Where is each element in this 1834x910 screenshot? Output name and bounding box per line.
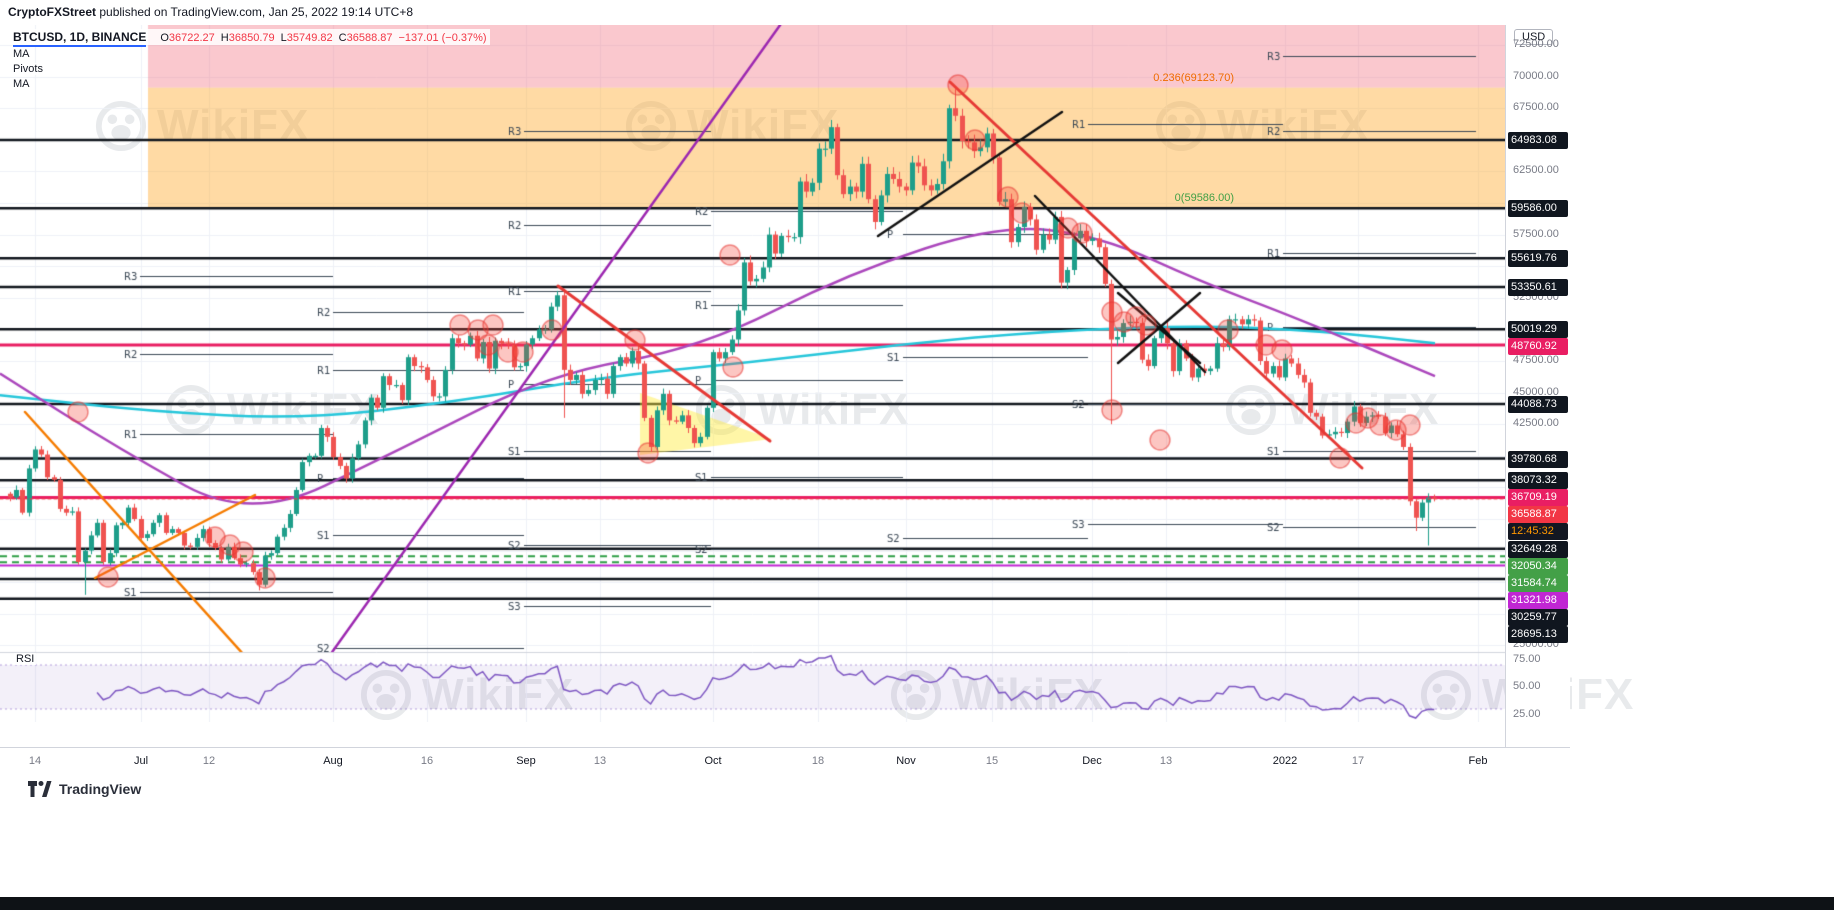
low-label: L — [280, 32, 287, 44]
price-tick: 57500.00 — [1513, 227, 1559, 240]
publish-info-text: CryptoFXStreet published on TradingView.… — [8, 5, 413, 19]
time-label: 18 — [811, 755, 825, 767]
fib-0-label: 0(59586.00) — [1174, 192, 1234, 205]
countdown-tag: 12:45:32 — [1508, 523, 1568, 541]
time-label: Sep — [516, 755, 536, 767]
price-tick: 70000.00 — [1513, 69, 1559, 82]
price-tag: 38073.32 — [1508, 472, 1568, 490]
time-label: Aug — [323, 755, 343, 767]
price-tag: 59586.00 — [1508, 200, 1568, 218]
price-tag: 55619.76 — [1508, 250, 1568, 268]
time-label: 15 — [985, 755, 999, 767]
price-tick: 72500.00 — [1513, 38, 1559, 50]
high-label: H — [220, 32, 229, 44]
price-tag: 31321.98 — [1508, 591, 1568, 609]
close-label: C — [338, 32, 347, 44]
rsi-tick: 75.00 — [1513, 652, 1541, 665]
footer: TradingView — [28, 779, 141, 799]
price-tag: 64983.08 — [1508, 132, 1568, 149]
price-tag: 53350.61 — [1508, 279, 1568, 297]
time-label: Feb — [1468, 755, 1488, 767]
indicator-ma-1[interactable]: MA — [10, 48, 33, 60]
low-value: 35749.82 — [286, 32, 333, 44]
chart-area: WikiFXWikiFXWikiFXWikiFXWikiFXWikiFXWiki… — [0, 25, 1633, 748]
price-tick: 47500.00 — [1513, 354, 1559, 366]
currency-label: USD — [1514, 29, 1554, 45]
price-tick: 42500.00 — [1513, 417, 1559, 430]
publish-info-bar: CryptoFXStreet published on TradingView.… — [0, 0, 1834, 25]
bottom-black-bar — [0, 897, 1834, 910]
time-label: 16 — [420, 755, 434, 767]
price-tag: 32050.34 — [1508, 557, 1568, 575]
time-label: Jul — [133, 755, 149, 767]
rsi-tick: 25.00 — [1513, 707, 1541, 720]
price-tag: 30259.77 — [1508, 608, 1568, 626]
price-axis[interactable]: USD 72500.00 70000.00 67500.00 62500.00 5750… — [1505, 25, 1570, 748]
chart-canvas[interactable] — [0, 25, 1505, 722]
price-tag: 36709.19 — [1508, 489, 1568, 507]
rsi-pane-label[interactable]: RSI — [14, 653, 37, 665]
close-value: 36588.87 — [346, 32, 393, 44]
time-label: Dec — [1082, 755, 1102, 767]
price-tag: 36588.87 — [1508, 506, 1568, 524]
price-tag: 39780.68 — [1508, 450, 1568, 468]
publish-info-rest: published on TradingView.com, Jan 25, 20… — [96, 5, 414, 19]
time-label: 12 — [202, 755, 216, 767]
high-value: 36850.79 — [228, 32, 275, 44]
time-label: 17 — [1351, 755, 1365, 767]
change-value: −137.01 (−0.37%) — [398, 32, 487, 44]
price-tag: 28695.13 — [1508, 625, 1568, 643]
indicator-ma-2[interactable]: MA — [10, 78, 33, 90]
chart-legend: BTCUSD, 1D, BINANCE O36722.27 H36850.79 L35… — [10, 29, 490, 90]
symbol-title[interactable]: BTCUSD, 1D, BINANCE — [13, 30, 147, 47]
open-label: O — [160, 32, 169, 44]
symbol-row: BTCUSD, 1D, BINANCE O36722.27 H36850.79 L35… — [10, 29, 490, 47]
time-label: 13 — [593, 755, 607, 767]
rsi-tick: 50.00 — [1513, 680, 1541, 692]
price-tick: 45000.00 — [1513, 385, 1559, 398]
indicator-pivots[interactable]: Pivots — [10, 63, 46, 75]
time-axis[interactable]: 14 Jul 12 Aug 16 Sep 13 Oct 18 Nov 15 Dec 13 2022 17 Fe… — [0, 747, 1570, 775]
time-label: Nov — [896, 755, 916, 767]
fib-0236-label: 0.236(69123.70) — [1153, 71, 1234, 84]
price-tag: 50019.29 — [1508, 321, 1568, 339]
price-tag: 31584.74 — [1508, 574, 1568, 592]
price-tag: 44088.73 — [1508, 396, 1568, 414]
time-label: 2022 — [1272, 755, 1298, 767]
publisher-name: CryptoFXStreet — [8, 5, 97, 19]
price-tag: 32649.28 — [1508, 540, 1568, 558]
price-tick: 67500.00 — [1513, 101, 1559, 114]
price-tag: 48760.92 — [1508, 338, 1568, 356]
open-value: 36722.27 — [168, 32, 215, 44]
time-label: 13 — [1159, 755, 1173, 767]
time-label: 14 — [28, 755, 42, 767]
time-label: Oct — [704, 755, 722, 767]
price-tick: 62500.00 — [1513, 164, 1559, 177]
tradingview-logo[interactable] — [28, 779, 52, 799]
tradingview-brand-text[interactable]: TradingView — [59, 781, 142, 797]
